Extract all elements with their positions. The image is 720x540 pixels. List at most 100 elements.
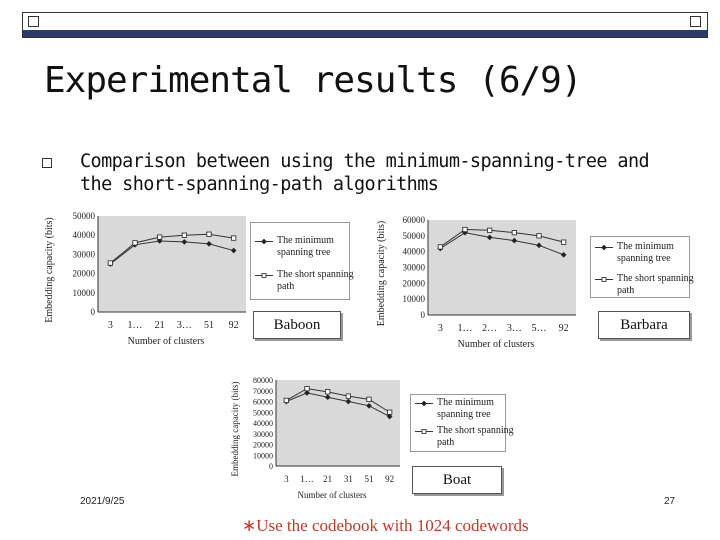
- x-tick-label: 1…: [458, 323, 473, 334]
- chart-name-baboon: Baboon: [253, 311, 341, 339]
- data-point: [511, 230, 517, 236]
- data-point: [206, 231, 212, 237]
- chart-name-barbara: Barbara: [598, 311, 690, 339]
- y-tick-label: 40000: [403, 247, 426, 257]
- bullet-square-icon: [42, 158, 52, 168]
- chart-name-boat: Boat: [412, 466, 502, 494]
- x-tick-label: 21: [323, 474, 332, 484]
- plot-area: [428, 220, 576, 315]
- legend-square-icon: [595, 277, 613, 282]
- data-point: [536, 233, 542, 239]
- x-axis-title: Number of clusters: [128, 336, 205, 347]
- x-tick-label: 3: [438, 323, 443, 334]
- x-axis-title: Number of clusters: [298, 490, 367, 500]
- page-number: 27: [664, 496, 676, 507]
- data-point: [107, 260, 113, 266]
- y-tick-label: 0: [421, 310, 426, 320]
- legend-label: The short spanning path: [617, 273, 694, 296]
- x-axis-title: Number of clusters: [458, 339, 535, 350]
- legend-square-icon: [255, 273, 273, 278]
- y-tick-label: 80000: [253, 376, 273, 385]
- data-point: [366, 396, 372, 402]
- x-tick-label: 1…: [128, 320, 143, 331]
- y-tick-label: 20000: [253, 441, 273, 450]
- x-tick-label: 3…: [177, 320, 192, 331]
- y-tick-label: 30000: [253, 430, 273, 439]
- data-point: [462, 226, 468, 233]
- data-point: [325, 389, 331, 395]
- series-line: [440, 228, 564, 248]
- legend-barbara: The minimum spanning tree The short span…: [590, 236, 694, 298]
- x-tick-label: 92: [385, 474, 394, 484]
- banner-square-right: [690, 16, 701, 27]
- y-tick-label: 30000: [403, 263, 426, 273]
- series-line: [110, 233, 234, 264]
- series-line: [286, 392, 390, 417]
- data-point: [345, 393, 351, 399]
- legend-baboon: The minimum spanning tree The short span…: [250, 222, 354, 300]
- data-point: [181, 232, 187, 238]
- x-tick-label: 21: [155, 320, 165, 331]
- data-point: [304, 385, 310, 392]
- plot-area: [276, 380, 400, 466]
- legend-diamond-icon: [415, 401, 433, 406]
- slide-title: Experimental results (6/9): [44, 60, 583, 101]
- plot-area: [98, 216, 246, 312]
- top-banner: [22, 12, 708, 38]
- data-point: [132, 240, 138, 246]
- data-point: [157, 234, 163, 240]
- y-tick-label: 70000: [253, 387, 273, 396]
- x-tick-label: 51: [204, 320, 214, 331]
- y-tick-label: 20000: [403, 278, 426, 288]
- x-tick-label: 31: [344, 474, 353, 484]
- data-point: [536, 242, 542, 249]
- x-tick-label: 92: [559, 323, 569, 334]
- legend-label: The short spanning path: [437, 425, 514, 448]
- y-tick-label: 50000: [253, 408, 273, 417]
- y-tick-label: 20000: [73, 269, 96, 279]
- footer-date: 2021/9/25: [80, 496, 125, 507]
- data-point: [561, 239, 567, 245]
- x-tick-label: 51: [365, 474, 374, 484]
- y-tick-label: 0: [269, 462, 273, 471]
- x-tick-label: 3…: [507, 323, 522, 334]
- legend-diamond-icon: [255, 239, 273, 244]
- y-tick-label: 50000: [403, 231, 426, 241]
- y-tick-label: 60000: [253, 398, 273, 407]
- y-tick-label: 30000: [73, 249, 96, 259]
- legend-diamond-icon: [595, 245, 613, 250]
- x-tick-label: 3: [108, 320, 113, 331]
- legend-label: The minimum spanning tree: [277, 235, 334, 258]
- legend-boat: The minimum spanning tree The short span…: [410, 394, 514, 452]
- banner-square-left: [28, 16, 39, 27]
- data-point: [386, 413, 393, 420]
- y-axis-title: Embedding capacity (bits): [376, 221, 387, 327]
- legend-square-icon: [415, 429, 433, 434]
- y-axis-title: Embedding capacity (bits): [230, 382, 240, 477]
- data-point: [387, 409, 393, 415]
- chart-baboon: 50000 40000 30000 20000 10000 0 3 1… 21 3… 51 92 Num…: [44, 211, 246, 347]
- x-tick-label: 1…: [300, 474, 314, 484]
- x-tick-label: 5…: [532, 323, 547, 334]
- legend-label: The short spanning path: [277, 269, 354, 292]
- y-tick-label: 10000: [253, 451, 273, 460]
- y-tick-label: 50000: [73, 211, 96, 221]
- chart-barbara: 60000 50000 40000 30000 20000 10000 0 3 1… 2… 3… 5……: [376, 215, 576, 350]
- x-tick-label: 3: [284, 474, 289, 484]
- bullet-text: Comparison between using the minimum-spa…: [80, 151, 650, 195]
- data-point: [231, 235, 237, 241]
- x-tick-label: 92: [229, 320, 239, 331]
- y-tick-label: 10000: [73, 288, 96, 298]
- series-line: [440, 232, 564, 256]
- y-axis-title: Embedding capacity (bits): [44, 217, 55, 323]
- y-tick-label: 40000: [73, 230, 96, 240]
- series-line: [110, 240, 234, 265]
- data-point: [283, 397, 289, 404]
- footnote: ∗Use the codebook with 1024 codewords: [242, 516, 529, 535]
- data-point: [487, 227, 493, 233]
- banner-stripe: [23, 30, 707, 37]
- series-line: [286, 388, 390, 413]
- y-tick-label: 10000: [403, 294, 426, 304]
- x-tick-label: 2…: [482, 323, 497, 334]
